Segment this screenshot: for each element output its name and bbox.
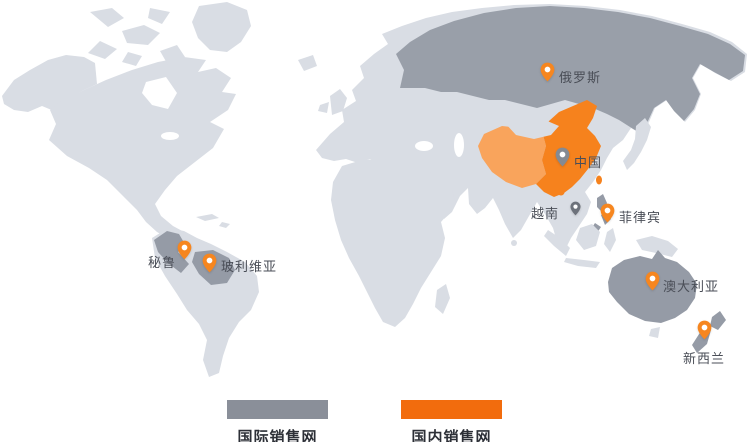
region-iceland <box>298 55 317 71</box>
legend: 国际销售网 国内销售网 <box>227 400 502 442</box>
region-taiwan <box>596 175 602 185</box>
map-label-bolivia: 玻利维亚 <box>221 259 278 274</box>
hudson-bay <box>142 77 177 109</box>
map-pin-china-icon <box>555 147 570 167</box>
caspian-sea <box>454 133 464 157</box>
region-ireland <box>318 102 329 113</box>
region-japan <box>623 118 651 170</box>
region-mongolia <box>505 116 559 139</box>
region-caribbean <box>196 214 230 228</box>
region-peru <box>154 231 189 273</box>
legend-item-domestic: 国内销售网 <box>401 400 502 442</box>
region-china-west <box>478 126 546 188</box>
legend-swatch-international <box>227 400 328 419</box>
region-north-america <box>49 57 236 245</box>
map-pin-philippines-icon <box>600 203 615 223</box>
region-russia <box>396 6 745 133</box>
region-sri-lanka <box>511 240 517 246</box>
black-sea <box>415 141 433 151</box>
map-pin-new-zealand-icon <box>697 320 712 340</box>
region-madagascar <box>435 284 450 314</box>
region-uk <box>330 89 347 115</box>
great-lakes <box>161 132 179 140</box>
region-tasmania <box>649 327 660 338</box>
map-label-philippines: 菲律宾 <box>619 210 662 225</box>
map-pin-bolivia-icon <box>202 253 217 273</box>
map-label-peru: 秘鲁 <box>148 255 177 270</box>
map-label-vietnam: 越南 <box>531 206 560 221</box>
region-greenland <box>192 2 251 52</box>
legend-swatch-domestic <box>401 400 502 419</box>
legend-label-domestic: 国内销售网 <box>411 429 492 442</box>
region-hainan <box>557 188 565 196</box>
region-arctic-islands <box>88 8 185 66</box>
map-pin-australia-icon <box>645 271 660 291</box>
region-alaska <box>2 55 97 112</box>
region-philippines <box>591 194 611 233</box>
legend-item-international: 国际销售网 <box>227 400 328 442</box>
map-pin-peru-icon <box>177 240 192 260</box>
map-pin-russia-icon <box>540 62 555 82</box>
map-pin-vietnam-icon <box>570 201 581 216</box>
legend-label-international: 国际销售网 <box>237 429 318 442</box>
map-label-china: 中国 <box>574 155 603 170</box>
map-label-australia: 澳大利亚 <box>663 279 720 294</box>
region-africa <box>331 159 456 327</box>
map-label-russia: 俄罗斯 <box>559 70 602 85</box>
map-label-new-zealand: 新西兰 <box>683 351 726 366</box>
region-indonesia <box>544 224 678 268</box>
